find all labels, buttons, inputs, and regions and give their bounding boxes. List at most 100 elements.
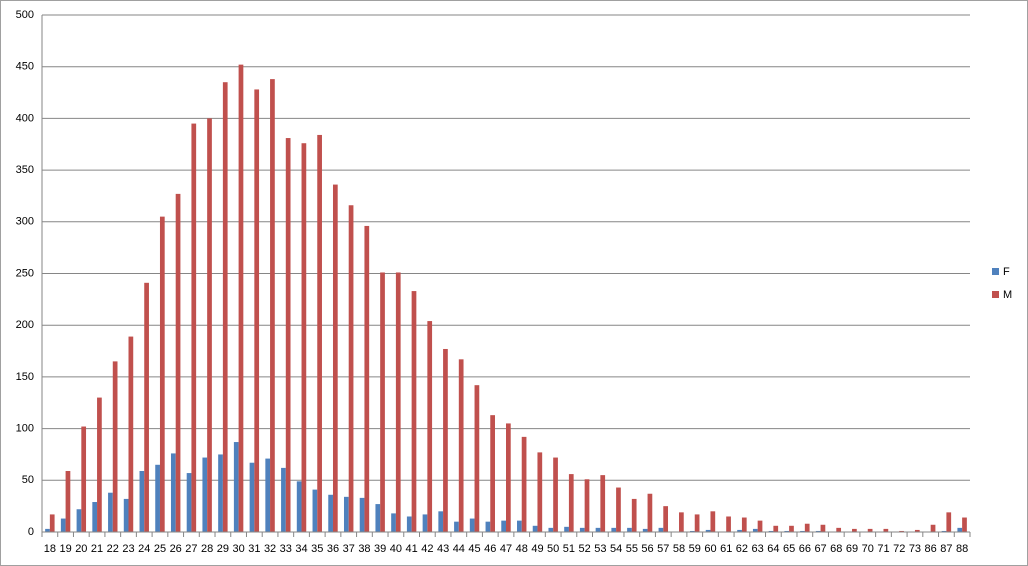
bar bbox=[97, 397, 102, 532]
y-tick-label: 100 bbox=[16, 423, 34, 435]
bar bbox=[207, 118, 212, 533]
y-tick-label: 500 bbox=[16, 9, 34, 21]
x-tick-label: 58 bbox=[673, 543, 685, 555]
x-tick-label: 69 bbox=[846, 543, 858, 555]
x-tick-label: 61 bbox=[720, 543, 732, 555]
bar bbox=[92, 502, 98, 532]
bar bbox=[301, 143, 307, 532]
x-tick-label: 30 bbox=[232, 543, 244, 555]
bar bbox=[867, 528, 873, 532]
bar bbox=[741, 517, 747, 532]
bar bbox=[768, 530, 774, 532]
bar bbox=[627, 527, 632, 532]
x-tick-label: 55 bbox=[626, 543, 638, 555]
bar bbox=[584, 479, 590, 532]
bar bbox=[616, 487, 621, 532]
bar bbox=[380, 272, 385, 532]
bar bbox=[233, 442, 239, 532]
bar bbox=[155, 464, 160, 532]
x-tick-label: 23 bbox=[122, 543, 134, 555]
bar bbox=[406, 516, 412, 532]
bar bbox=[564, 526, 569, 532]
bar bbox=[548, 527, 554, 532]
x-tick-label: 86 bbox=[925, 543, 937, 555]
x-tick-label: 48 bbox=[516, 543, 528, 555]
x-tick-label: 34 bbox=[295, 543, 307, 555]
bar bbox=[957, 527, 963, 532]
x-tick-label: 68 bbox=[830, 543, 842, 555]
x-tick-label: 21 bbox=[91, 543, 103, 555]
x-tick-label: 44 bbox=[453, 543, 465, 555]
bar bbox=[317, 134, 322, 532]
bar bbox=[222, 82, 228, 533]
bar bbox=[270, 79, 275, 532]
x-tick-label: 47 bbox=[500, 543, 512, 555]
y-tick-label: 450 bbox=[16, 61, 34, 73]
bar bbox=[438, 511, 444, 532]
bar bbox=[422, 514, 428, 532]
x-tick-label: 37 bbox=[343, 543, 355, 555]
y-tick-label: 400 bbox=[16, 112, 34, 124]
x-tick-label: 24 bbox=[138, 543, 150, 555]
bar bbox=[458, 359, 464, 532]
x-tick-label: 49 bbox=[531, 543, 543, 555]
y-tick-label: 250 bbox=[16, 267, 34, 279]
bar bbox=[364, 225, 370, 532]
bar bbox=[579, 527, 585, 532]
bar bbox=[962, 517, 967, 532]
bar bbox=[49, 514, 55, 532]
bar bbox=[254, 89, 260, 532]
bar bbox=[427, 321, 433, 532]
bar bbox=[186, 473, 192, 532]
y-tick-label: 50 bbox=[22, 474, 34, 486]
x-tick-label: 57 bbox=[657, 543, 669, 555]
bar bbox=[694, 514, 700, 532]
bar bbox=[568, 474, 574, 532]
bar bbox=[359, 497, 365, 532]
x-tick-label: 66 bbox=[799, 543, 811, 555]
bar bbox=[65, 470, 71, 532]
bar bbox=[658, 527, 664, 532]
x-tick-label: 19 bbox=[59, 543, 71, 555]
x-tick-label: 62 bbox=[736, 543, 748, 555]
bar bbox=[395, 272, 401, 532]
bar bbox=[411, 291, 417, 532]
bar bbox=[128, 336, 134, 532]
x-tick-label: 63 bbox=[752, 543, 764, 555]
bar bbox=[595, 527, 601, 532]
bar bbox=[726, 516, 731, 532]
bar bbox=[391, 513, 396, 532]
bar bbox=[600, 475, 606, 532]
bar bbox=[883, 528, 889, 532]
x-tick-label: 56 bbox=[641, 543, 653, 555]
bar bbox=[537, 452, 543, 532]
bar bbox=[773, 525, 779, 532]
y-tick-label: 0 bbox=[28, 526, 34, 538]
x-tick-label: 20 bbox=[75, 543, 87, 555]
x-tick-label: 50 bbox=[547, 543, 559, 555]
x-tick-label: 64 bbox=[767, 543, 779, 555]
bar bbox=[705, 529, 711, 532]
x-tick-label: 28 bbox=[201, 543, 213, 555]
bar bbox=[941, 530, 947, 532]
y-tick-label: 350 bbox=[16, 164, 34, 176]
x-tick-label: 73 bbox=[909, 543, 921, 555]
legend-swatch bbox=[992, 268, 999, 275]
x-tick-label: 53 bbox=[594, 543, 606, 555]
x-tick-label: 46 bbox=[484, 543, 496, 555]
bar bbox=[815, 530, 821, 532]
legend-swatch bbox=[992, 291, 999, 298]
x-tick-label: 71 bbox=[877, 543, 889, 555]
bar bbox=[752, 528, 758, 532]
bar bbox=[631, 498, 637, 532]
bar bbox=[170, 453, 176, 532]
bar bbox=[642, 528, 648, 532]
bar bbox=[191, 123, 197, 532]
bar bbox=[930, 524, 936, 532]
x-tick-label: 70 bbox=[862, 543, 874, 555]
bar bbox=[804, 523, 810, 532]
bar bbox=[532, 525, 538, 532]
legend-label: M bbox=[1003, 289, 1012, 301]
bar bbox=[443, 348, 448, 532]
x-tick-label: 22 bbox=[107, 543, 119, 555]
